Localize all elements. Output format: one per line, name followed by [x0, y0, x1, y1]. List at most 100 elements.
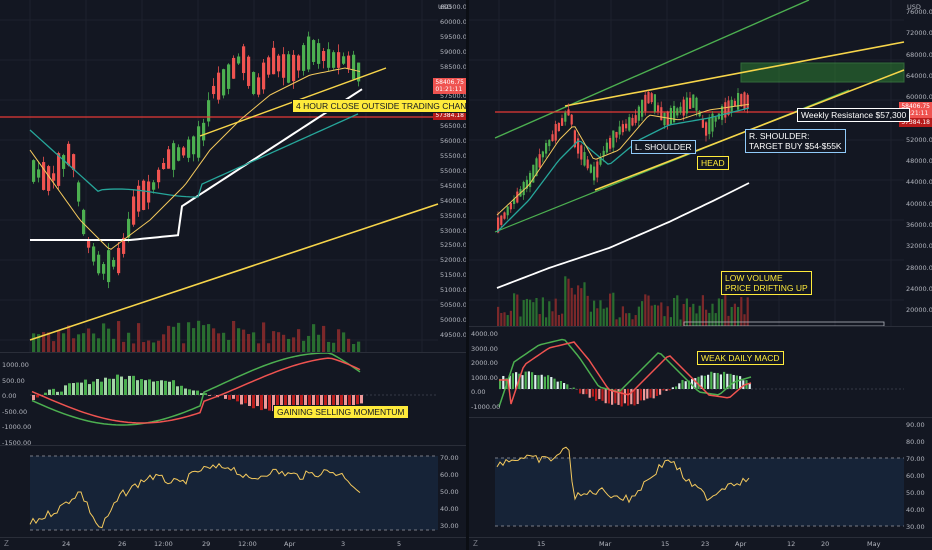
volume-bar	[570, 287, 573, 326]
volume-bar	[87, 328, 91, 352]
signal-line	[31, 357, 361, 424]
candle	[641, 99, 644, 117]
candle	[593, 166, 596, 181]
macd-histogram-bar	[604, 389, 607, 404]
close-outside-annotation[interactable]: 4 HOUR CLOSE OUTSIDE TRADING CHAN	[292, 99, 466, 113]
candle	[312, 40, 316, 62]
l-shoulder-annotation[interactable]: L. SHOULDER	[631, 140, 696, 154]
macd-histogram-bar	[304, 395, 307, 415]
macd-histogram-bar	[611, 389, 614, 405]
pane-divider[interactable]	[466, 0, 469, 550]
price-panel[interactable]: 60500.00 60000.00 59500.00 59000.00 58500.00…	[0, 0, 466, 352]
volume-bar	[307, 335, 311, 352]
time-axis[interactable]: Z 24 26 12:00 29 12:00 Apr 3 5	[0, 537, 466, 550]
volume-bar	[525, 298, 528, 326]
price-label: 60000.00	[906, 93, 932, 102]
candle	[62, 155, 66, 169]
volume-bar	[516, 294, 519, 326]
rsi-label: 40.00	[440, 505, 459, 513]
volume-bar	[212, 328, 216, 352]
candle	[625, 123, 628, 129]
volume-bar	[628, 313, 631, 326]
macd-histogram-bar	[296, 395, 299, 412]
macd-histogram-bar	[52, 388, 55, 395]
volume-bar	[522, 300, 525, 326]
macd-histogram-bar	[687, 380, 690, 389]
price-axis[interactable]: 76000.00 72000.00 68000.00 64000.00 60000.00…	[904, 0, 932, 326]
selling-momentum-annotation[interactable]: GAINING SELLING MOMENTUM	[273, 405, 409, 419]
volume-bar	[730, 306, 733, 326]
candle	[207, 100, 211, 122]
time-axis[interactable]: Z 15 Mar 15 23 Apr 12 20 May	[469, 537, 932, 550]
price-chart[interactable]	[0, 0, 466, 352]
candle	[32, 160, 36, 182]
macd-histogram-bar	[300, 395, 303, 412]
candle	[497, 217, 500, 233]
time-label: 15	[537, 540, 546, 548]
zoom-icon[interactable]: Z	[473, 539, 478, 548]
price-label: 49500.00	[440, 330, 466, 339]
head-annotation[interactable]: HEAD	[697, 156, 729, 170]
candle	[42, 162, 46, 190]
macd-histogram-bar	[582, 389, 585, 395]
volume-bar	[740, 297, 743, 326]
candle	[322, 51, 326, 61]
macd-chart[interactable]	[469, 327, 932, 417]
macd-histogram-bar	[332, 395, 335, 412]
candle	[660, 107, 663, 121]
volume-bar	[561, 313, 564, 326]
candle	[122, 237, 126, 254]
candle	[609, 137, 612, 149]
left-chart-pane[interactable]: USD 60500.00 60000.00 59500.00 59000.00 5850…	[0, 0, 466, 550]
weak-macd-annotation[interactable]: WEAK DAILY MACD	[697, 351, 784, 365]
low-volume-annotation[interactable]: LOW VOLUME PRICE DRIFTING UP	[721, 271, 812, 295]
time-label: 12:00	[154, 540, 173, 548]
macd-panel[interactable]: 4000.00 3000.00 2000.00 1000.00 0.00 -1000.00…	[469, 327, 932, 417]
price-chart[interactable]	[469, 0, 932, 326]
price-panel[interactable]: 76000.00 72000.00 68000.00 64000.00 60000.00…	[469, 0, 932, 326]
macd-chart[interactable]	[0, 353, 466, 445]
ma-fast-line	[29, 67, 361, 250]
time-label: Apr	[284, 540, 296, 548]
macd-histogram-bar	[92, 381, 95, 395]
candle	[97, 254, 101, 274]
volume-bar	[82, 333, 86, 352]
macd-label: 0.00	[2, 392, 17, 400]
candle	[711, 113, 714, 132]
macd-panel[interactable]: 1000.00 500.00 0.00 -500.00 -1000.00 -1500.00…	[0, 353, 466, 445]
rsi-chart[interactable]	[469, 418, 932, 538]
macd-histogram-bar	[630, 389, 633, 405]
volume-bar	[67, 325, 71, 352]
pane-separator[interactable]	[0, 445, 466, 446]
rsi-panel[interactable]: 90.00 80.00 70.00 60.00 50.00 40.00 30.00	[469, 418, 932, 538]
candle	[357, 62, 361, 82]
price-label: 56500.00	[440, 122, 466, 131]
rsi-chart[interactable]	[0, 446, 466, 538]
price-label: 64000.00	[906, 71, 932, 80]
candle	[567, 109, 570, 116]
candle	[342, 56, 346, 64]
pane-separator[interactable]	[469, 326, 932, 327]
right-chart-pane[interactable]: USD 76000.00 72000.00 68000.00 64000.00 6000…	[469, 0, 932, 550]
volume-bar	[277, 332, 281, 352]
rsi-label: 30.00	[440, 522, 459, 530]
r-shoulder-annotation[interactable]: R. SHOULDER: TARGET BUY $54-$55K	[745, 129, 846, 153]
zoom-icon[interactable]: Z	[4, 539, 9, 548]
weekly-resistance-annotation[interactable]: Weekly Resistance $57,300	[797, 108, 911, 122]
macd-histogram-bar	[76, 382, 79, 395]
ma-mid-line	[29, 113, 359, 198]
macd-histogram-bar	[132, 375, 135, 395]
price-label: 58500.00	[440, 62, 466, 71]
macd-histogram-bar	[352, 395, 355, 409]
pane-separator[interactable]	[469, 417, 932, 418]
candle	[227, 64, 231, 89]
rsi-panel[interactable]: 70.00 60.00 50.00 40.00 30.00	[0, 446, 466, 538]
candle	[628, 117, 631, 131]
candle	[187, 139, 191, 158]
candle	[599, 158, 602, 165]
volume-bar	[548, 301, 551, 326]
price-axis[interactable]: 60500.00 60000.00 59500.00 59000.00 58500.00…	[438, 0, 466, 352]
macd-histogram-bar	[659, 389, 662, 395]
pane-separator[interactable]	[0, 352, 466, 353]
macd-histogram-bar	[652, 389, 655, 399]
